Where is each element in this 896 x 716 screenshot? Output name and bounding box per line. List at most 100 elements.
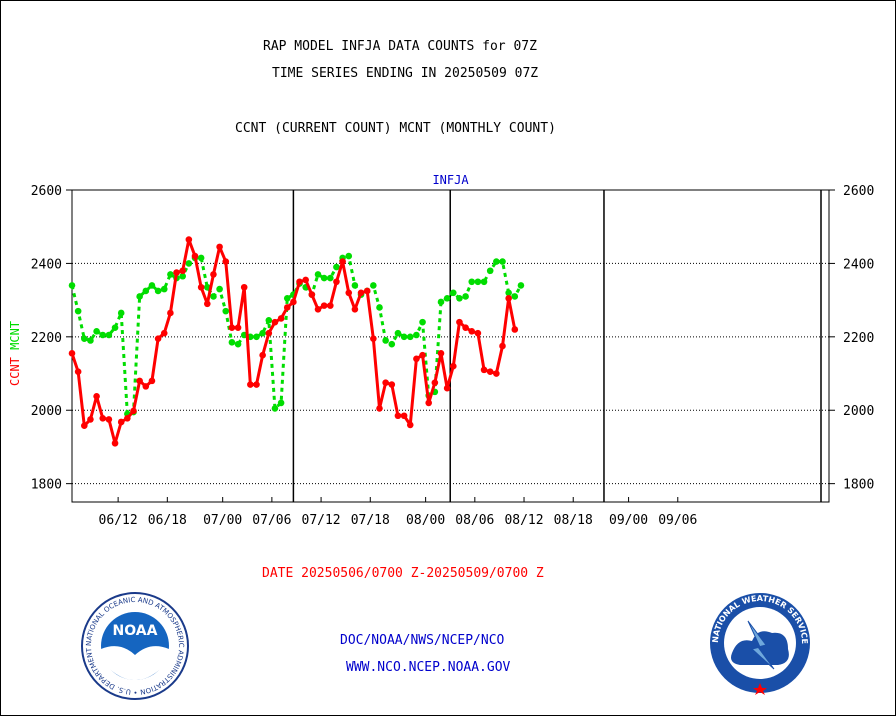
data-point-ccnt bbox=[511, 326, 519, 333]
data-point-mcnt bbox=[406, 333, 414, 341]
y-axis-label: CCNT MCNT bbox=[8, 321, 22, 386]
y-tick-label-left: 2600 bbox=[31, 184, 62, 199]
data-point-mcnt bbox=[148, 282, 156, 289]
data-point-ccnt bbox=[456, 318, 463, 326]
x-tick-label: 08/06 bbox=[455, 513, 494, 528]
data-point-mcnt bbox=[345, 252, 353, 260]
data-point-mcnt bbox=[388, 340, 396, 348]
data-point-ccnt bbox=[148, 377, 156, 385]
data-point-mcnt bbox=[450, 289, 457, 297]
data-point-ccnt bbox=[130, 407, 137, 415]
data-point-ccnt bbox=[486, 368, 494, 375]
data-point-ccnt bbox=[259, 351, 266, 359]
data-point-ccnt bbox=[499, 342, 506, 350]
data-point-mcnt bbox=[99, 331, 107, 339]
data-point-ccnt bbox=[462, 324, 469, 331]
chart-title-line1: RAP MODEL INFJA DATA COUNTS for 07Z bbox=[263, 39, 537, 54]
data-point-mcnt bbox=[517, 282, 525, 289]
data-point-ccnt bbox=[185, 236, 193, 243]
data-point-mcnt bbox=[253, 333, 260, 341]
data-point-ccnt bbox=[450, 362, 457, 370]
data-point-ccnt bbox=[425, 399, 433, 407]
x-tick-label: 07/06 bbox=[252, 513, 291, 528]
data-point-mcnt bbox=[499, 258, 506, 265]
data-point-ccnt bbox=[93, 392, 100, 400]
data-point-mcnt bbox=[462, 293, 469, 300]
data-point-ccnt bbox=[240, 283, 248, 291]
data-point-mcnt bbox=[333, 263, 340, 271]
data-point-mcnt bbox=[370, 282, 377, 289]
doc-noaa-link[interactable]: DOC/NOAA/NWS/NCEP/NCO bbox=[340, 633, 505, 648]
data-point-ccnt bbox=[111, 439, 119, 447]
x-tick-label: 07/18 bbox=[351, 513, 390, 528]
noaa-logo-icon: NATIONAL OCEANIC AND ATMOSPHERIC ADMINIS… bbox=[80, 591, 189, 700]
data-point-ccnt bbox=[247, 381, 254, 388]
data-point-mcnt bbox=[216, 285, 223, 293]
data-point-mcnt bbox=[105, 331, 113, 339]
data-point-ccnt bbox=[376, 405, 383, 412]
data-point-mcnt bbox=[87, 337, 94, 344]
data-point-mcnt bbox=[413, 331, 420, 339]
data-point-ccnt bbox=[505, 294, 512, 302]
data-point-mcnt bbox=[142, 287, 150, 295]
y-tick-label-left: 1800 bbox=[31, 478, 62, 493]
data-point-mcnt bbox=[394, 329, 402, 337]
data-point-mcnt bbox=[265, 317, 273, 324]
data-point-mcnt bbox=[185, 260, 193, 267]
x-tick-label: 06/18 bbox=[148, 513, 187, 528]
data-point-mcnt bbox=[493, 258, 500, 265]
y-tick-label-right: 1800 bbox=[843, 478, 874, 493]
data-point-ccnt bbox=[480, 366, 488, 374]
data-point-ccnt bbox=[382, 379, 389, 387]
x-tick-label: 08/12 bbox=[504, 513, 543, 528]
data-point-ccnt bbox=[210, 271, 217, 278]
data-point-ccnt bbox=[265, 329, 273, 337]
y-tick-label-right: 2200 bbox=[843, 331, 874, 346]
y-tick-label-right: 2400 bbox=[843, 257, 874, 272]
data-point-ccnt bbox=[314, 305, 322, 313]
nco-website-link[interactable]: WWW.NCO.NCEP.NOAA.GOV bbox=[346, 660, 511, 675]
x-tick-label: 07/00 bbox=[203, 513, 242, 528]
data-point-ccnt bbox=[327, 302, 334, 309]
data-point-mcnt bbox=[283, 294, 291, 302]
data-point-ccnt bbox=[167, 309, 174, 317]
x-tick-label: 09/06 bbox=[658, 513, 697, 528]
data-point-ccnt bbox=[271, 318, 279, 326]
nws-logo-icon: NATIONAL WEATHER SERVICE bbox=[710, 593, 810, 695]
data-point-ccnt bbox=[105, 416, 113, 423]
svg-text:NOAA: NOAA bbox=[113, 623, 158, 639]
data-point-ccnt bbox=[443, 384, 451, 392]
x-tick-label: 06/12 bbox=[99, 513, 138, 528]
data-point-mcnt bbox=[468, 278, 476, 286]
data-point-ccnt bbox=[394, 412, 402, 420]
y-tick-label-left: 2000 bbox=[31, 404, 62, 419]
data-point-mcnt bbox=[382, 337, 389, 344]
data-point-ccnt bbox=[216, 243, 223, 251]
data-point-ccnt bbox=[370, 335, 377, 342]
x-tick-label: 08/18 bbox=[554, 513, 593, 528]
data-point-ccnt bbox=[437, 350, 445, 357]
x-tick-label: 07/12 bbox=[302, 513, 341, 528]
series-line-mcnt bbox=[70, 254, 523, 416]
data-point-ccnt bbox=[320, 302, 328, 309]
data-point-mcnt bbox=[474, 278, 482, 286]
chart-title-line2: TIME SERIES ENDING IN 20250509 07Z bbox=[272, 66, 539, 81]
data-point-ccnt bbox=[117, 418, 125, 426]
data-point-ccnt bbox=[253, 381, 260, 388]
data-point-ccnt bbox=[142, 383, 150, 390]
data-point-ccnt bbox=[345, 289, 353, 297]
data-point-mcnt bbox=[376, 304, 383, 311]
data-point-ccnt bbox=[493, 370, 500, 377]
data-point-mcnt bbox=[327, 274, 334, 282]
data-point-mcnt bbox=[351, 282, 359, 289]
data-point-ccnt bbox=[87, 416, 94, 423]
data-point-mcnt bbox=[314, 271, 322, 278]
data-point-mcnt bbox=[259, 329, 266, 337]
data-point-mcnt bbox=[117, 309, 125, 317]
chart-header-label: INFJA bbox=[432, 173, 469, 187]
data-point-mcnt bbox=[222, 307, 230, 315]
data-point-mcnt bbox=[167, 271, 174, 278]
data-point-mcnt bbox=[277, 399, 285, 407]
data-point-mcnt bbox=[419, 318, 426, 326]
